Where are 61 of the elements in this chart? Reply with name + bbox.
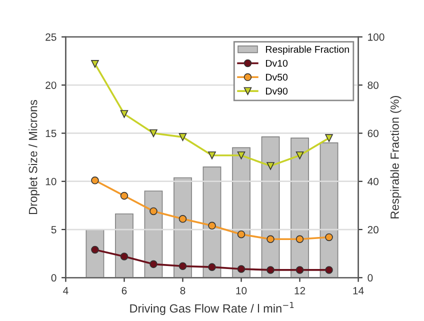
point xyxy=(150,129,158,138)
point xyxy=(120,252,128,260)
point xyxy=(120,192,128,200)
x-tick-label: 12 xyxy=(294,286,306,294)
y2-tick-label: 0 xyxy=(368,274,373,282)
y-tick-label: 10 xyxy=(46,178,56,186)
point xyxy=(208,222,216,230)
point xyxy=(325,266,333,274)
bar xyxy=(290,138,309,278)
point xyxy=(208,151,216,160)
x-axis-title: Driving Gas Flow Rate / l min$^{−1}$ xyxy=(130,302,294,315)
bar xyxy=(202,166,222,278)
point xyxy=(91,60,99,68)
bar xyxy=(144,190,163,278)
point xyxy=(150,260,158,268)
y-tick-label: 5 xyxy=(51,226,56,234)
y-axis-title: Droplet Size / Microns xyxy=(28,100,40,214)
point xyxy=(91,176,99,184)
point xyxy=(266,235,274,244)
y2-tick-label: 80 xyxy=(368,82,378,89)
bar xyxy=(86,229,104,278)
y2-tick-label: 60 xyxy=(368,130,378,138)
point xyxy=(208,263,216,271)
point xyxy=(120,110,128,118)
point xyxy=(237,230,246,238)
point xyxy=(325,134,333,142)
bar xyxy=(320,142,338,278)
y-tick-label: 0 xyxy=(51,274,56,282)
point xyxy=(237,265,246,273)
point xyxy=(150,207,158,216)
point xyxy=(178,133,187,141)
y-tick-label: 25 xyxy=(46,33,56,41)
legend-label: Respirable Fraction xyxy=(266,46,349,55)
y-tick-label: 20 xyxy=(46,82,56,89)
bar xyxy=(115,213,134,278)
bar xyxy=(174,177,192,278)
point xyxy=(296,151,304,160)
bar xyxy=(232,147,250,278)
point xyxy=(178,262,187,270)
legend-label: Dv90 xyxy=(266,88,288,95)
x-tick-label: 10 xyxy=(236,286,247,294)
y2-axis-title: Respirable Fraction (%) xyxy=(390,96,402,218)
legend-label: Dv50 xyxy=(266,74,288,81)
point xyxy=(296,235,304,244)
y2-tick-label: 20 xyxy=(368,226,378,234)
y2-tick-label: 100 xyxy=(368,33,384,41)
point xyxy=(237,151,246,160)
point xyxy=(266,266,274,274)
legend-label: Dv10 xyxy=(266,60,288,67)
x-tick-label: 14 xyxy=(353,287,364,294)
point xyxy=(266,162,274,170)
point xyxy=(325,233,333,242)
point xyxy=(91,246,99,254)
y-tick-label: 15 xyxy=(46,130,56,138)
x-tick-label: 4 xyxy=(63,287,68,294)
point xyxy=(296,266,304,274)
y2-tick-label: 40 xyxy=(368,178,378,186)
point xyxy=(178,215,187,223)
x-tick-label: 6 xyxy=(122,286,127,294)
x-tick-label: 8 xyxy=(180,286,186,294)
bar xyxy=(261,136,280,278)
